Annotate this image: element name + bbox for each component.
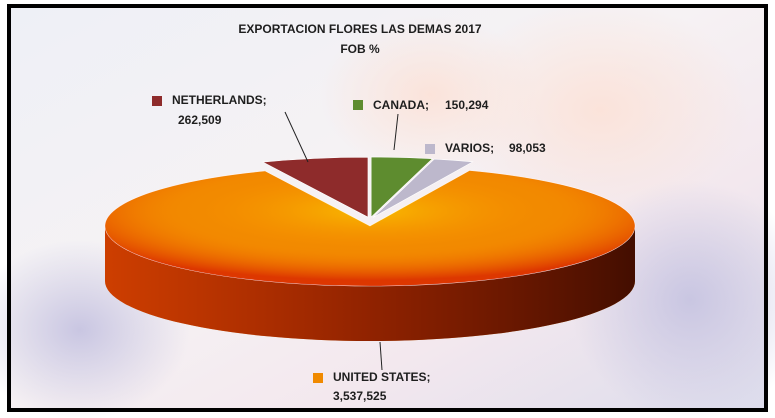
- data-label-value: 150,294: [445, 98, 489, 112]
- decoration: [320, 15, 540, 175]
- data-label-name: VARIOS;: [445, 141, 494, 155]
- data-label-name: NETHERLANDS;: [172, 93, 267, 107]
- legend-swatch: [152, 96, 162, 106]
- data-label-name: CANADA;: [373, 98, 429, 112]
- slice: [372, 158, 474, 218]
- legend-swatch: [425, 144, 435, 154]
- leader-line: [379, 341, 383, 371]
- data-label-value: 3,537,525: [333, 389, 387, 403]
- slice: [261, 156, 369, 218]
- data-label-value: 98,053: [509, 141, 546, 155]
- frame: [7, 4, 768, 412]
- labels: NETHERLANDS; 262,509 CANADA; 150,294 VARIOS;…: [152, 93, 546, 403]
- slice-side-shade: [105, 226, 635, 341]
- leader-line: [393, 113, 399, 151]
- legend-swatch: [353, 100, 363, 110]
- chart-title: EXPORTACION FLORES LAS DEMAS 2017: [238, 22, 481, 36]
- slice: [370, 156, 434, 218]
- data-label-name: UNITED STATES;: [333, 370, 431, 384]
- leader-line: [284, 111, 309, 163]
- data-label-value: 262,509: [178, 113, 222, 127]
- legend-swatch: [313, 373, 323, 383]
- chart-subtitle: FOB %: [340, 42, 380, 56]
- slice-shade: [105, 170, 636, 286]
- pie: [104, 156, 636, 341]
